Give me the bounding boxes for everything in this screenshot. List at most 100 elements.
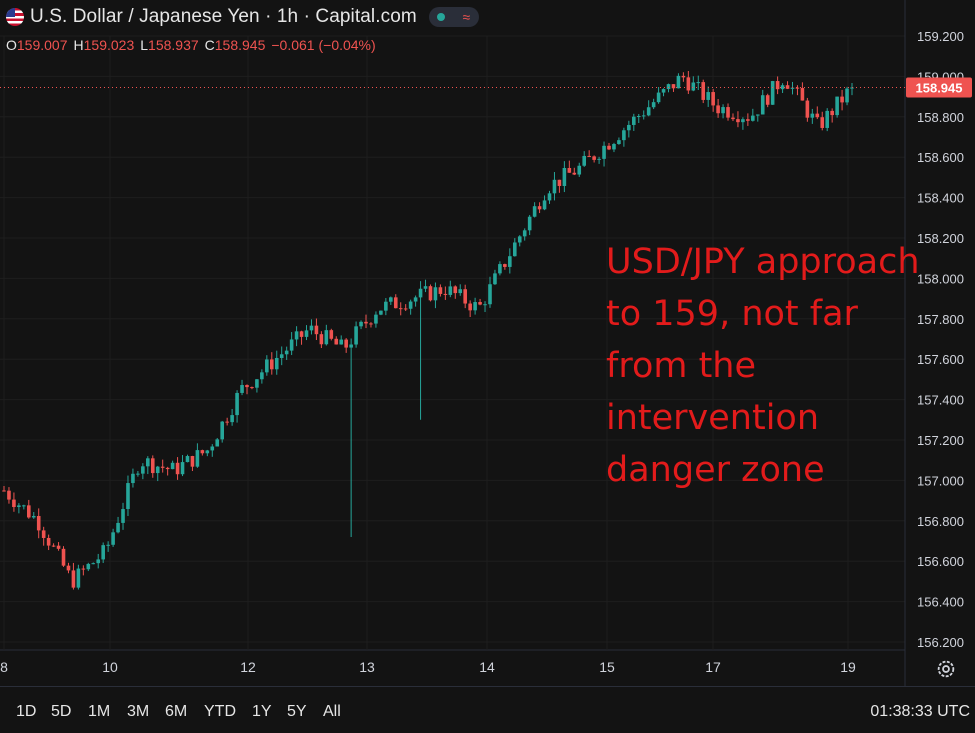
symbol-title[interactable]: U.S. Dollar / Japanese Yen · 1h · Capita… [30, 6, 417, 27]
candle-body [751, 115, 755, 121]
price-axis[interactable]: 159.200159.000158.800158.600158.400158.2… [917, 29, 964, 650]
candle-body [622, 130, 626, 141]
candle-body [676, 75, 681, 89]
candle-body [632, 116, 636, 125]
symbol-row: U.S. Dollar / Japanese Yen · 1h · Capita… [6, 5, 479, 29]
candle-body [155, 466, 160, 474]
candle-body [265, 359, 269, 373]
market-status-pill[interactable]: ≈ [428, 7, 479, 27]
candle-body [220, 421, 224, 440]
candle-body [785, 85, 790, 89]
open-key: O [6, 37, 17, 53]
candle-body [721, 107, 725, 114]
candle-body [141, 466, 145, 474]
price-tick-label: 156.400 [917, 595, 964, 610]
candle-body [547, 193, 552, 201]
candle-body [403, 308, 408, 310]
candle-body [483, 304, 487, 306]
candle-body [354, 326, 358, 345]
candle-body [374, 314, 378, 324]
candle-body [463, 289, 467, 304]
time-tick-label: 17 [705, 659, 721, 675]
candle-body [790, 87, 795, 89]
candle-body [284, 350, 289, 355]
candle-body [508, 256, 512, 267]
candle-body [503, 264, 507, 267]
time-tick-label: 13 [359, 659, 375, 675]
range-5y-button[interactable]: 5Y [287, 703, 307, 720]
price-tick-label: 157.200 [917, 433, 964, 448]
candle-body [587, 155, 591, 157]
close-value: 158.945 [214, 37, 266, 53]
candle-body [319, 334, 324, 345]
candle-body [825, 110, 830, 128]
candle-body [329, 330, 334, 339]
candle-body [260, 372, 264, 380]
utc-clock[interactable]: 01:38:33 UTC [870, 703, 970, 720]
range-6m-button[interactable]: 6M [165, 703, 188, 720]
candle-body [428, 286, 433, 301]
candle-body [364, 321, 368, 324]
candle-body [294, 331, 299, 340]
range-5d-button[interactable]: 5D [51, 703, 72, 720]
candle-body [150, 458, 155, 474]
candle-body [716, 105, 720, 114]
candle-body [760, 95, 765, 115]
candle-body [76, 568, 81, 588]
range-1d-button[interactable]: 1D [16, 703, 37, 720]
candle-body [185, 456, 190, 463]
candle-body [448, 286, 453, 295]
candle-body [612, 144, 616, 150]
candle-body [651, 102, 656, 108]
range-1y-button[interactable]: 1Y [252, 703, 272, 720]
candlestick-chart[interactable]: 159.200159.000158.800158.600158.400158.2… [0, 0, 975, 686]
candle-body [830, 110, 834, 116]
annotation-line: USD/JPY approach [606, 242, 920, 282]
candle-body [205, 450, 210, 454]
candle-body [835, 96, 839, 116]
market-open-dot-icon [437, 13, 446, 21]
candle-body [636, 116, 641, 118]
candle-body [562, 167, 567, 186]
range-all-button[interactable]: All [323, 703, 341, 720]
time-tick-label: 19 [840, 659, 856, 675]
candle-body [706, 92, 710, 100]
candle-body [369, 323, 373, 325]
wave-icon: ≈ [462, 9, 471, 25]
price-tick-label: 157.800 [917, 312, 964, 327]
candle-body [61, 548, 66, 566]
candle-body [299, 331, 304, 337]
range-ytd-button[interactable]: YTD [204, 703, 236, 720]
candle-body [131, 473, 135, 484]
candle-body [349, 344, 353, 348]
candle-body [438, 287, 443, 294]
candle-series [2, 70, 854, 590]
candle-body [359, 321, 363, 327]
candle-body [498, 264, 502, 274]
candle-body [379, 310, 383, 315]
candle-body [91, 563, 96, 565]
candle-body [126, 483, 130, 510]
candle-body [146, 458, 150, 467]
range-3m-button[interactable]: 3M [127, 703, 150, 720]
candle-body [542, 200, 547, 210]
range-1m-button[interactable]: 1M [88, 703, 111, 720]
settings-gear-icon[interactable] [935, 658, 957, 680]
candle-body [389, 297, 393, 302]
low-value: 158.937 [148, 37, 199, 53]
candle-body [537, 206, 542, 210]
time-axis[interactable]: 8 10 12 13 14 15 17 19 [0, 659, 856, 675]
candle-body [582, 155, 587, 166]
candle-body [230, 415, 234, 423]
candle-body [210, 446, 215, 451]
time-tick-label: 12 [240, 659, 256, 675]
candle-body [269, 359, 274, 370]
candle-body [334, 338, 339, 345]
candle-body [195, 450, 200, 467]
change-value: −0.061 (−0.04%) [271, 37, 376, 53]
ohlc-values: O 159.007 H 159.023 L 158.937 C 158.945 −0.0… [6, 36, 382, 54]
low-key: L [140, 37, 149, 53]
candle-body [527, 216, 532, 231]
candle-body [473, 302, 477, 311]
us-flag-icon [6, 8, 24, 26]
